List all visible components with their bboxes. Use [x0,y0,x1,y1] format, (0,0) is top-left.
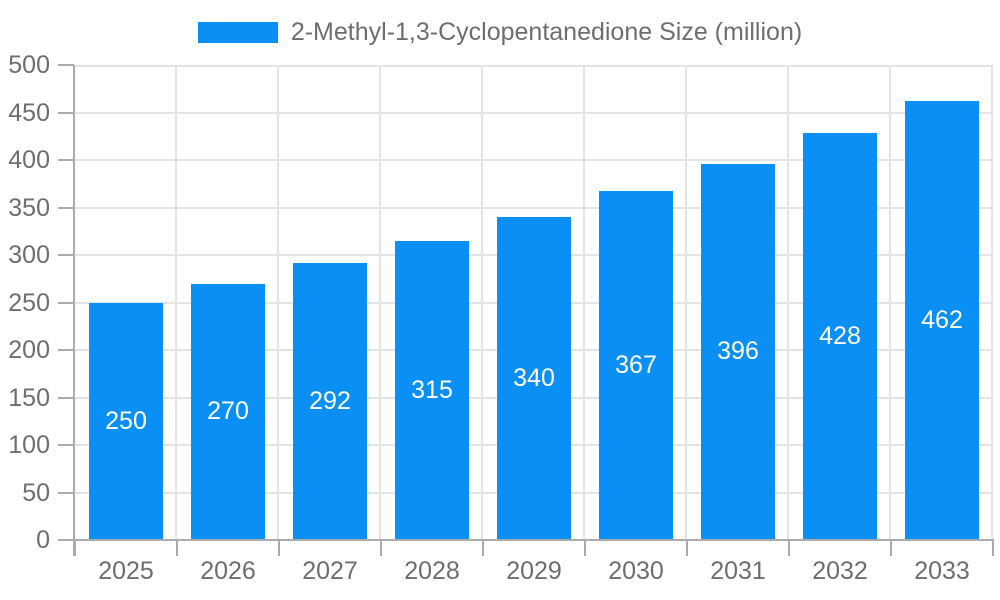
x-tick-label: 2030 [608,557,664,585]
bar[interactable]: 292 [293,262,367,540]
bar[interactable]: 270 [191,283,265,540]
gridline-vertical [175,65,177,540]
x-axis-tick [890,539,892,556]
y-tick-label: 250 [8,288,50,317]
bar-value-label: 462 [921,306,963,335]
bar-value-label: 270 [207,397,249,426]
gridline-vertical [787,65,789,540]
y-axis-tick [58,444,74,446]
x-tick-label: 2026 [200,557,256,585]
y-tick-label: 50 [22,478,50,507]
gridline-vertical [481,65,483,540]
gridline-horizontal [75,111,993,114]
bar[interactable]: 367 [599,191,673,540]
x-tick-label: 2029 [506,557,562,585]
gridline-vertical [277,65,279,540]
y-axis-tick [58,491,74,494]
y-tick-label: 200 [8,336,50,364]
x-tick-label: 2025 [98,557,154,585]
x-tick-label: 2032 [812,557,868,585]
x-axis-line [73,539,993,541]
bar-value-label: 292 [309,386,351,415]
bar-value-label: 340 [513,364,555,392]
y-axis-tick [58,301,74,304]
bar-value-label: 367 [615,351,657,380]
bar-value-label: 315 [411,375,453,404]
bar-value-label: 250 [105,406,147,435]
x-axis-tick [686,539,688,556]
gridline-vertical [379,65,381,540]
legend-label: 2-Methyl-1,3-Cyclopentanedione Size (mil… [290,17,803,46]
y-tick-label: 0 [36,526,50,554]
y-axis-tick [58,396,74,399]
bar[interactable]: 315 [395,240,469,540]
x-axis-tick [992,539,994,556]
x-axis-tick [584,539,586,556]
bar[interactable]: 340 [497,217,571,540]
y-axis-tick [58,254,74,256]
plot-area: 250 270 292 315 340 367 396 428 462 [75,65,993,540]
gridline-vertical [889,65,891,540]
y-tick-label: 400 [8,146,50,174]
y-axis-tick [58,349,74,351]
bar-value-label: 428 [819,322,861,351]
gridline-vertical [991,65,993,540]
x-axis-tick [788,539,790,556]
x-tick-label: 2027 [302,557,358,585]
gridline-vertical [583,65,585,540]
legend-swatch [197,21,278,43]
x-axis-tick [380,539,382,556]
y-axis-tick [58,206,74,209]
x-tick-label: 2033 [914,557,970,585]
y-axis-tick [58,159,74,161]
x-axis-tick [278,539,280,556]
y-tick-label: 350 [8,193,50,222]
y-axis-line [73,65,75,556]
bar[interactable]: 428 [803,133,877,540]
legend-item[interactable]: 2-Methyl-1,3-Cyclopentanedione Size (mil… [0,8,1000,56]
x-tick-label: 2031 [710,557,766,585]
bar-value-label: 396 [717,337,759,366]
y-tick-label: 300 [8,241,50,269]
y-tick-label: 100 [8,431,50,459]
gridline-horizontal [75,159,993,161]
bar[interactable]: 396 [701,163,775,540]
y-tick-label: 150 [8,383,50,412]
gridline-horizontal [75,65,993,67]
y-axis-tick [58,64,74,66]
bar[interactable]: 250 [89,302,163,540]
x-tick-label: 2028 [404,557,460,585]
y-tick-label: 500 [8,51,50,79]
bar[interactable]: 462 [905,101,979,540]
x-axis-tick [482,539,484,556]
gridline-horizontal [75,206,993,209]
x-axis-tick [74,539,76,556]
x-axis-tick [176,539,178,556]
y-axis-tick [58,111,74,114]
y-axis-tick [58,539,74,541]
gridline-vertical [685,65,687,540]
y-tick-label: 450 [8,98,50,127]
